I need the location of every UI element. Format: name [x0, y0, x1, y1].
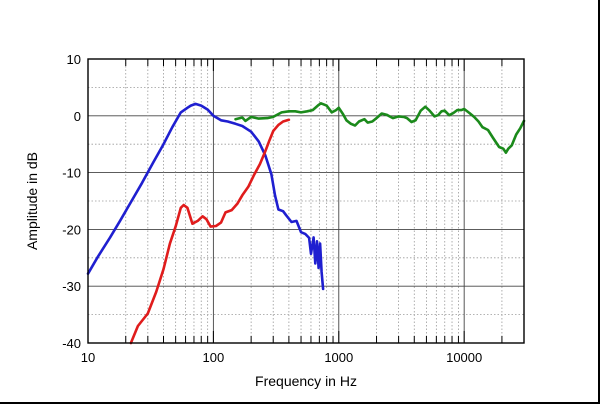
y-tick-label: 10 — [67, 52, 81, 67]
x-axis-label: Frequency in Hz — [255, 373, 357, 389]
y-axis-label: Amplitude in dB — [24, 152, 40, 250]
series-layer — [86, 102, 526, 345]
series-line-2 — [129, 118, 291, 345]
y-tick-label: 0 — [74, 109, 81, 124]
y-tick-label: -40 — [62, 336, 81, 351]
x-tick-label: 10000 — [446, 350, 482, 365]
x-tick-label: 1000 — [324, 350, 353, 365]
y-tick-labels: 10 0 -10 -20 -30 -40 — [62, 52, 81, 351]
y-tick-label: -10 — [62, 166, 81, 181]
x-tick-label: 10 — [81, 350, 95, 365]
y-tick-label: -30 — [62, 279, 81, 294]
x-tick-labels: 10 100 1000 10000 — [81, 350, 482, 365]
series-line-3 — [234, 102, 526, 154]
x-tick-label: 100 — [203, 350, 225, 365]
y-tick-label: -20 — [62, 222, 81, 237]
series-line-1 — [86, 102, 325, 291]
plot-border — [87, 58, 525, 344]
